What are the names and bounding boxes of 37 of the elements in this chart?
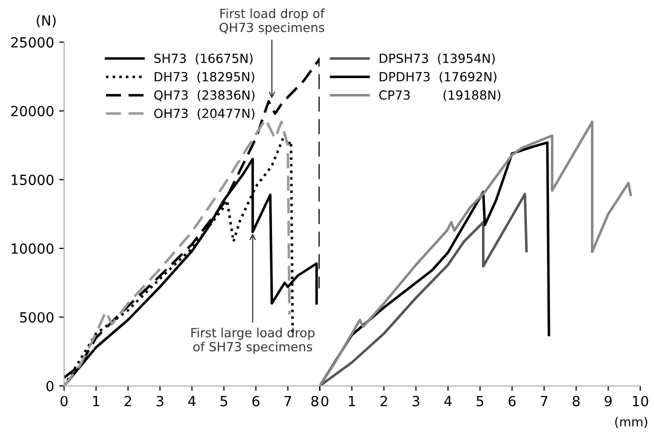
legend-label: DPSH73 (13954N) — [380, 53, 495, 65]
y-tick-label: 25000 — [11, 37, 54, 48]
x-tick-label: 2 — [124, 396, 132, 406]
x-tick-label: 4 — [444, 396, 452, 406]
x-tick-label: 5 — [476, 396, 484, 406]
x-tick-label: 3 — [412, 396, 420, 406]
x-tick-label: 9 — [604, 396, 612, 406]
x-tick-label: 7 — [540, 396, 548, 406]
legend-label: OH73 (20477N) — [154, 108, 254, 120]
legend-label: DH73 (18295N) — [154, 72, 254, 83]
x-tick-label: 2 — [380, 396, 387, 406]
x-tick-label: 5 — [220, 396, 228, 406]
x-axis-title: (mm) — [615, 416, 648, 428]
x-tick-label: 6 — [508, 396, 516, 406]
legend-label: QH73 (23836N) — [154, 90, 254, 102]
y-axis-title: (N) — [36, 14, 56, 28]
x-tick-label: 8 — [572, 396, 580, 406]
y-tick-label: 5000 — [20, 312, 54, 323]
x-tick-label: 4 — [188, 396, 196, 406]
legend-label: CP73 (19188N) — [379, 90, 500, 102]
y-tick-label: 20000 — [11, 106, 54, 116]
y-tick-label: 0 — [46, 380, 54, 392]
y-tick-label: 10000 — [12, 243, 54, 254]
x-tick-label: 6 — [252, 396, 260, 406]
annotation: First large load drop of SH73 specimens — [191, 328, 314, 354]
x-tick-label: 1 — [348, 396, 355, 406]
annotation: First load drop of QH73 specimens — [220, 8, 325, 35]
x-tick-label: 8 — [311, 396, 318, 406]
x-tick-label: 7 — [284, 396, 292, 406]
x-tick-label: 10 — [632, 396, 648, 406]
x-tick-label: 0 — [60, 396, 68, 406]
x-tick-label: 1 — [93, 396, 100, 406]
legend-label: SH73 (16675N) — [154, 53, 253, 65]
legend-label: DPDH73 (17692N) — [380, 72, 496, 83]
y-tick-label: 15000 — [12, 174, 54, 186]
x-tick-label: 3 — [156, 396, 164, 406]
x-tick-label: 0 — [321, 396, 328, 406]
